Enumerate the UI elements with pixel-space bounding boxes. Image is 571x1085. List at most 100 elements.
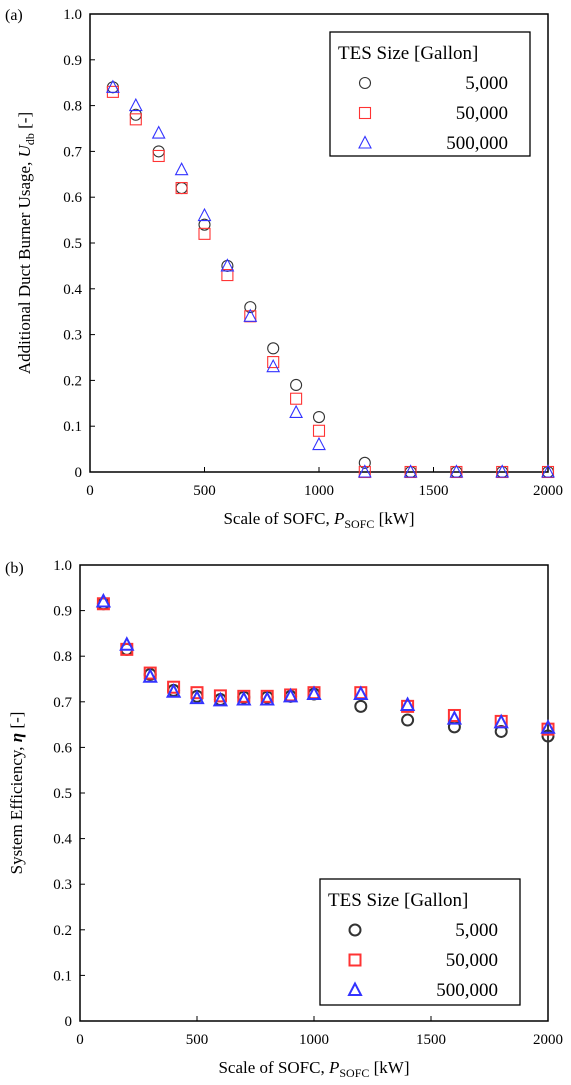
- data-point-triangle: [236, 690, 252, 706]
- x-tick-label: 1000: [299, 1032, 329, 1048]
- system-efficiency-chart: 0 0.1 0.2 0.3 0.4 0.5 0.6 0.7 0.8 0.9 1.0 0 500 1000 1…: [5, 558, 563, 1080]
- series-triangle: [105, 79, 555, 478]
- legend-label: 5,000: [465, 73, 508, 94]
- data-point-square: [267, 356, 280, 369]
- data-point-circle: [354, 699, 368, 713]
- data-point-triangle: [495, 464, 510, 478]
- duct-burner-usage-chart: 0 0.1 0.2 0.3 0.4 0.5 0.6 0.7 0.8 0.9 1.0 0 500 1000 1…: [5, 7, 563, 531]
- data-point-triangle: [105, 79, 120, 93]
- data-point-triangle: [259, 690, 275, 706]
- data-point-triangle: [128, 97, 143, 112]
- data-point-square: [167, 680, 181, 694]
- y-tick-label: 0.3: [63, 328, 82, 344]
- panel-label: (b): [5, 560, 24, 577]
- data-point-triangle: [197, 207, 212, 222]
- x-tick-label: 500: [193, 483, 216, 499]
- y-axis-label: System Efficiency, η [-]: [7, 712, 26, 875]
- legend-box: [319, 878, 521, 1006]
- data-point-square: [260, 689, 274, 703]
- data-point-square: [312, 424, 326, 437]
- data-point-triangle: [403, 464, 418, 478]
- data-point-square: [221, 269, 234, 282]
- legend-label: 50,000: [456, 103, 508, 124]
- legend-marker-circle: [348, 923, 362, 937]
- data-point-triangle: [189, 689, 205, 705]
- data-point-triangle: [493, 713, 509, 729]
- data-point-circle: [401, 713, 415, 727]
- legend-title: TES Size [Gallon]: [338, 43, 478, 64]
- legend-label: 5,000: [455, 920, 498, 941]
- data-point-circle: [267, 342, 280, 355]
- y-tick-label: 0.5: [53, 786, 72, 802]
- data-point-square: [290, 392, 303, 405]
- y-tick-label: 0.2: [63, 373, 82, 389]
- data-point-triangle: [540, 719, 556, 734]
- data-point-square: [198, 227, 211, 240]
- y-tick-label: 1.0: [63, 7, 82, 23]
- data-point-triangle: [212, 691, 229, 707]
- y-axis-label: Additional Duct Burner Usage, Udb [-]: [15, 112, 37, 374]
- x-tick-label: 500: [186, 1032, 209, 1048]
- chart-panel-b: 0 0.1 0.2 0.3 0.4 0.5 0.6 0.7 0.8 0.9 1.0 0 500 1000 1…: [0, 545, 571, 1085]
- series-square: [96, 597, 555, 736]
- legend-marker-triangle: [358, 135, 372, 149]
- data-point-square: [152, 149, 165, 163]
- data-point-triangle: [541, 464, 555, 478]
- data-point-triangle: [446, 710, 463, 725]
- y-tick-label: 0.4: [53, 832, 72, 848]
- data-point-circle: [358, 456, 371, 469]
- data-point-circle: [152, 145, 165, 158]
- data-point-triangle: [95, 592, 112, 608]
- data-point-square: [237, 689, 251, 703]
- y-tick-label: 0: [65, 1014, 73, 1030]
- y-tick-label: 0: [75, 465, 83, 481]
- legend: TES Size [Gallon] 5,000 50,000 500,000: [319, 878, 521, 1006]
- data-point-triangle: [306, 685, 322, 701]
- y-tick-label: 0.7: [53, 695, 72, 711]
- series-triangle: [95, 592, 556, 734]
- legend-box: [329, 31, 531, 157]
- legend-marker-circle: [358, 76, 372, 90]
- y-tick-label: 0.1: [63, 419, 82, 435]
- x-tick-label: 1500: [419, 483, 449, 499]
- data-point-square: [541, 722, 555, 736]
- data-point-triangle: [165, 683, 182, 698]
- data-point-triangle: [399, 696, 416, 711]
- y-tick-label: 0.4: [63, 282, 82, 298]
- data-point-triangle: [266, 358, 281, 373]
- data-point-triangle: [312, 436, 326, 451]
- data-point-square: [447, 708, 461, 722]
- data-point-triangle: [142, 668, 158, 683]
- legend-label: 50,000: [446, 950, 498, 971]
- legend-label: 500,000: [446, 133, 508, 154]
- y-tick-label: 0.6: [63, 190, 82, 206]
- y-tick-label: 0.8: [63, 99, 82, 115]
- data-point-triangle: [282, 687, 299, 703]
- legend-title: TES Size [Gallon]: [328, 890, 468, 911]
- data-point-triangle: [289, 404, 304, 419]
- data-point-square: [143, 666, 157, 680]
- data-point-triangle: [151, 125, 166, 139]
- data-point-triangle: [357, 464, 372, 478]
- series-circle: [96, 597, 555, 743]
- legend-marker-triangle: [347, 981, 363, 996]
- x-tick-label: 1500: [416, 1032, 446, 1048]
- data-point-triangle: [243, 308, 258, 322]
- x-tick-label: 0: [86, 483, 94, 499]
- legend-label: 500,000: [436, 980, 498, 1001]
- y-tick-label: 0.5: [63, 236, 82, 252]
- data-point-triangle: [220, 258, 235, 272]
- y-tick-label: 0.9: [53, 604, 72, 620]
- y-tick-label: 0.9: [63, 53, 82, 69]
- data-point-triangle: [174, 162, 189, 176]
- y-tick-label: 1.0: [53, 558, 72, 574]
- x-tick-label: 1000: [304, 483, 334, 499]
- data-point-circle: [541, 729, 555, 743]
- y-tick-label: 0.3: [53, 877, 72, 893]
- y-tick-label: 0.2: [53, 923, 72, 939]
- chart-panel-a: 0 0.1 0.2 0.3 0.4 0.5 0.6 0.7 0.8 0.9 1.0 0 500 1000 1…: [0, 0, 571, 540]
- legend-marker-square: [348, 953, 362, 967]
- x-tick-label: 2000: [533, 1032, 563, 1048]
- data-point-triangle: [119, 636, 135, 651]
- y-tick-label: 0.8: [53, 649, 72, 665]
